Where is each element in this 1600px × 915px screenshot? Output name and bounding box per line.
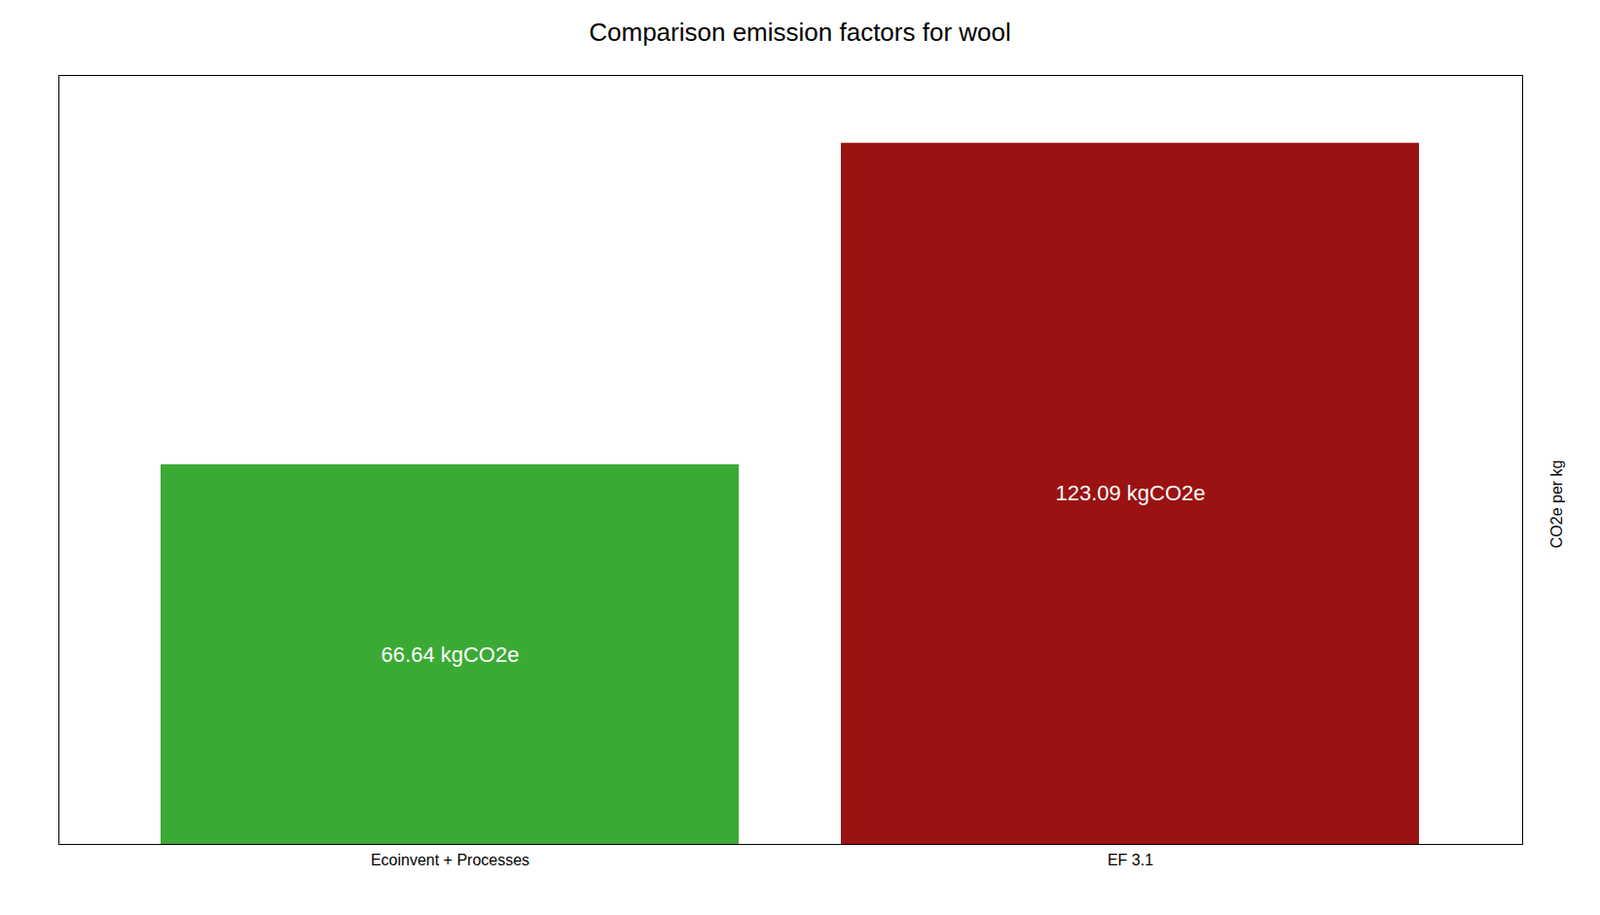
svg-text:CO2e per kg: CO2e per kg [1548,460,1565,549]
svg-text:Ecoinvent + Processes: Ecoinvent + Processes [370,851,530,869]
svg-text:EF 3.1: EF 3.1 [1107,851,1154,869]
svg-text:66.64 kgCO2e: 66.64 kgCO2e [381,642,520,667]
svg-text:123.09 kgCO2e: 123.09 kgCO2e [1054,480,1205,506]
html-text:Comparison emission factors fo: Comparison emission factors for wool [589,17,1011,47]
